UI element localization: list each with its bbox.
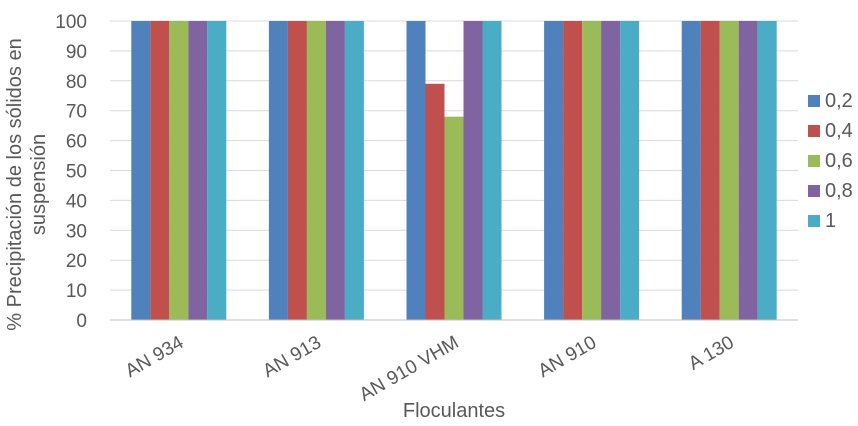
- y-tick-label: 60: [66, 132, 87, 153]
- legend-swatch: [808, 125, 820, 137]
- legend-label: 0,2: [825, 90, 853, 112]
- y-tick-label: 100: [55, 12, 87, 33]
- y-axis-ticks: 0 10 20 30 40 50 60 70 80 90 100: [55, 12, 87, 332]
- bar: [150, 21, 170, 320]
- bar: [601, 21, 621, 320]
- bar: [325, 21, 345, 320]
- bar: [425, 83, 445, 320]
- x-category-label: AN 910 VHM: [356, 332, 463, 406]
- legend-label: 0,8: [825, 180, 853, 202]
- bar: [544, 21, 564, 320]
- bar: [582, 21, 602, 320]
- legend-label: 0,6: [825, 150, 853, 172]
- y-tick-label: 90: [66, 42, 87, 63]
- x-category-label: AN 913: [260, 332, 325, 382]
- bar: [406, 21, 426, 320]
- x-category-label: AN 934: [122, 332, 188, 382]
- bar: [306, 21, 326, 320]
- y-axis-title-line: suspensión: [28, 134, 50, 235]
- bar: [268, 21, 288, 320]
- legend: 0,2 0,4 0,6 0,8 1: [808, 90, 853, 232]
- legend-label: 1: [825, 210, 836, 232]
- y-tick-label: 10: [66, 281, 87, 302]
- legend-swatch: [808, 155, 820, 167]
- y-axis-title-line: % Precipitación de los sólidos en: [4, 38, 26, 330]
- x-category-label: A 130: [685, 332, 738, 374]
- y-tick-label: 30: [66, 221, 87, 242]
- bar: [681, 21, 701, 320]
- legend-label: 0,4: [825, 120, 853, 142]
- y-tick-label: 40: [66, 191, 87, 212]
- bar: [563, 21, 583, 320]
- y-tick-label: 0: [76, 311, 87, 332]
- x-category-label: AN 910: [535, 332, 600, 382]
- bar: [169, 21, 189, 320]
- bar: [463, 21, 483, 320]
- bar: [700, 21, 720, 320]
- x-axis-title: Floculantes: [403, 400, 505, 422]
- x-axis-categories: AN 934 AN 913 AN 910 VHM AN 910 A 130: [122, 332, 738, 406]
- bar: [287, 21, 307, 320]
- bar: [620, 21, 640, 320]
- bar: [757, 21, 777, 320]
- y-tick-label: 70: [66, 102, 87, 123]
- legend-swatch: [808, 95, 820, 107]
- bar: [482, 21, 502, 320]
- y-tick-label: 80: [66, 72, 87, 93]
- bar: [188, 21, 208, 320]
- bar: [738, 21, 758, 320]
- bar: [719, 21, 739, 320]
- legend-swatch: [808, 185, 820, 197]
- bar: [444, 116, 464, 321]
- bar: [344, 21, 364, 320]
- y-tick-label: 50: [66, 162, 87, 183]
- legend-swatch: [808, 215, 820, 227]
- bar: [207, 21, 227, 320]
- y-tick-label: 20: [66, 251, 87, 272]
- bar: [131, 21, 151, 320]
- bars: [131, 21, 777, 321]
- y-axis-title: % Precipitación de los sólidos en suspens…: [4, 38, 50, 330]
